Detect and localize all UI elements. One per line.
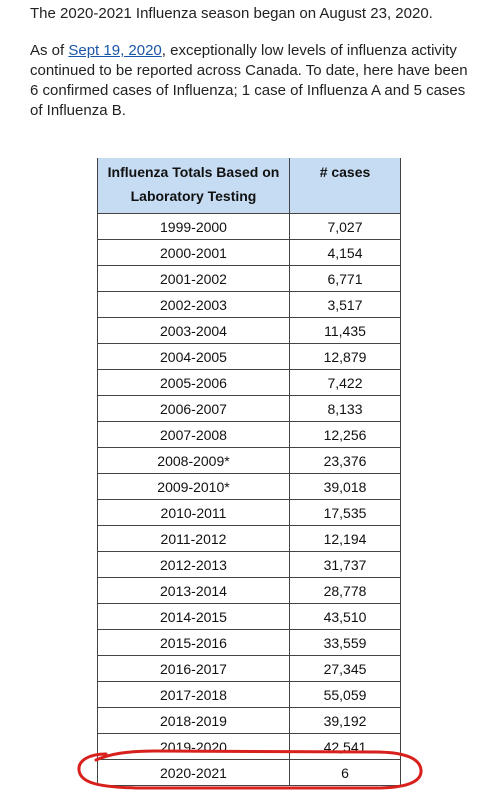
- season-cell: 2003-2004: [97, 317, 290, 344]
- table-row: 2015-2016 33,559: [97, 629, 401, 656]
- cases-cell: 12,256: [289, 421, 401, 448]
- table-row: 2001-2002 6,771: [97, 265, 401, 292]
- season-cell: 2007-2008: [97, 421, 290, 448]
- date-link[interactable]: Sept 19, 2020: [68, 42, 162, 59]
- cases-cell: 28,778: [289, 577, 401, 604]
- cases-cell: 8,133: [289, 395, 401, 422]
- season-cell: 2002-2003: [97, 291, 290, 318]
- table-row: 2020-2021 6: [97, 759, 401, 786]
- cases-cell: 23,376: [289, 447, 401, 474]
- table-row: 1999-2000 7,027: [97, 213, 401, 240]
- status-paragraph: As of Sept 19, 2020, exceptionally low l…: [30, 41, 475, 121]
- season-cell: 2006-2007: [97, 395, 290, 422]
- season-cell: 2014-2015: [97, 603, 290, 630]
- season-cell: 2020-2021: [97, 759, 290, 786]
- cases-cell: 4,154: [289, 239, 401, 266]
- season-cell: 2005-2006: [97, 369, 290, 396]
- table-row: 2005-2006 7,422: [97, 369, 401, 396]
- season-cell: 2009-2010*: [97, 473, 290, 500]
- cases-cell: 27,345: [289, 655, 401, 682]
- table-row: 2009-2010* 39,018: [97, 473, 401, 500]
- season-cell: 2019-2020: [97, 733, 290, 760]
- cases-cell: 33,559: [289, 629, 401, 656]
- influenza-totals-table: Influenza Totals Based on Laboratory Tes…: [97, 158, 401, 786]
- cases-cell: 11,435: [289, 317, 401, 344]
- table-row: 2006-2007 8,133: [97, 395, 401, 422]
- season-column-header: Influenza Totals Based on Laboratory Tes…: [97, 158, 290, 214]
- season-cell: 2015-2016: [97, 629, 290, 656]
- cases-cell: 6: [289, 759, 401, 786]
- cases-cell: 39,018: [289, 473, 401, 500]
- status-prefix: As of: [30, 42, 69, 59]
- cases-cell: 7,027: [289, 213, 401, 240]
- season-cell: 2010-2011: [97, 499, 290, 526]
- status-body: , exceptionally low levels of influenza …: [30, 42, 468, 119]
- table-row: 2017-2018 55,059: [97, 681, 401, 708]
- cases-column-header: # cases: [289, 158, 401, 214]
- table-row: 2016-2017 27,345: [97, 655, 401, 682]
- cases-cell: 31,737: [289, 551, 401, 578]
- season-cell: 2001-2002: [97, 265, 290, 292]
- season-cell: 1999-2000: [97, 213, 290, 240]
- cases-cell: 55,059: [289, 681, 401, 708]
- cases-cell: 17,535: [289, 499, 401, 526]
- table-row: 2014-2015 43,510: [97, 603, 401, 630]
- table-row: 2010-2011 17,535: [97, 499, 401, 526]
- cases-cell: 39,192: [289, 707, 401, 734]
- season-cell: 2004-2005: [97, 343, 290, 370]
- cases-cell: 3,517: [289, 291, 401, 318]
- cases-cell: 42,541: [289, 733, 401, 760]
- season-cell: 2008-2009*: [97, 447, 290, 474]
- season-cell: 2000-2001: [97, 239, 290, 266]
- cases-cell: 7,422: [289, 369, 401, 396]
- table-header-row: Influenza Totals Based on Laboratory Tes…: [97, 158, 401, 214]
- season-cell: 2013-2014: [97, 577, 290, 604]
- season-cell: 2018-2019: [97, 707, 290, 734]
- season-cell: 2017-2018: [97, 681, 290, 708]
- intro-text: The 2020-2021 Influenza season began on …: [30, 4, 475, 121]
- season-cell: 2012-2013: [97, 551, 290, 578]
- season-cell: 2016-2017: [97, 655, 290, 682]
- cases-cell: 43,510: [289, 603, 401, 630]
- table-row: 2003-2004 11,435: [97, 317, 401, 344]
- table-row: 2000-2001 4,154: [97, 239, 401, 266]
- season-cell: 2011-2012: [97, 525, 290, 552]
- table-row: 2007-2008 12,256: [97, 421, 401, 448]
- cases-cell: 12,194: [289, 525, 401, 552]
- table-row: 2004-2005 12,879: [97, 343, 401, 370]
- table-row: 2012-2013 31,737: [97, 551, 401, 578]
- table-row: 2008-2009* 23,376: [97, 447, 401, 474]
- table-row: 2011-2012 12,194: [97, 525, 401, 552]
- table-row: 2013-2014 28,778: [97, 577, 401, 604]
- table-row: 2019-2020 42,541: [97, 733, 401, 760]
- table-body: 1999-2000 7,027 2000-2001 4,154 2001-2002 6,7…: [97, 213, 401, 786]
- cases-cell: 6,771: [289, 265, 401, 292]
- table-row: 2002-2003 3,517: [97, 291, 401, 318]
- season-start-sentence: The 2020-2021 Influenza season began on …: [30, 5, 433, 22]
- cases-cell: 12,879: [289, 343, 401, 370]
- table-row: 2018-2019 39,192: [97, 707, 401, 734]
